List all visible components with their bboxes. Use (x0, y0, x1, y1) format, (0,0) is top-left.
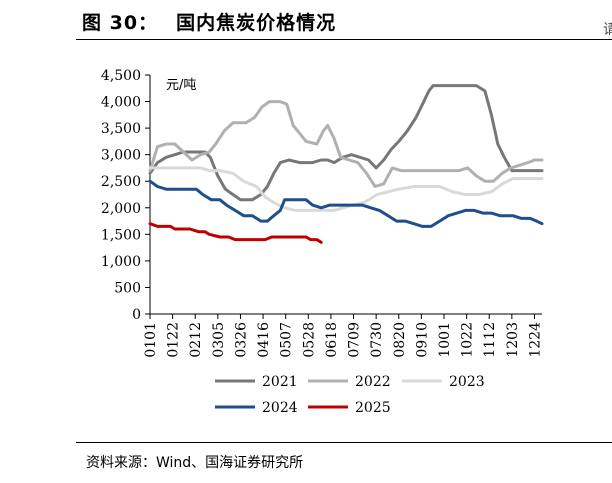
x-tick-label: 0730 (369, 322, 385, 358)
y-tick-label: 500 (114, 280, 141, 296)
y-tick-label: 2,000 (101, 201, 141, 217)
x-tick-label: 1001 (437, 322, 453, 358)
x-tick-label: 0416 (256, 322, 272, 358)
figure-title: 图 30： 国内焦炭价格情况 (82, 8, 336, 35)
y-tick-label: 1,000 (101, 254, 141, 270)
x-tick-label: 0326 (233, 322, 249, 358)
x-tick-label: 0212 (188, 322, 204, 358)
y-tick-label: 2,500 (101, 174, 141, 190)
legend-label-2022: 2022 (355, 374, 391, 390)
x-tick-label: 0122 (166, 322, 182, 358)
chart-axes: 0 500 1,000 1,500 2,000 2,500 3,000 3,500 4,000 4… (101, 68, 544, 358)
figure-title-text: 国内焦炭价格情况 (176, 12, 337, 34)
x-tick-label: 1112 (482, 322, 498, 358)
x-tick-label: 0528 (301, 322, 317, 358)
x-tick-label: 1022 (460, 322, 476, 358)
x-tick-label: 0820 (392, 322, 408, 358)
series-line-2024 (148, 179, 544, 228)
unit-label: 元/吨 (166, 78, 196, 93)
x-tick-label: 0709 (347, 322, 363, 358)
x-tick-label: 0305 (211, 322, 227, 358)
x-tick-label: 1203 (505, 322, 521, 358)
figure-label: 图 30： (82, 12, 159, 34)
clipped-edge-char-top: 请 (603, 22, 612, 38)
x-tick-label: 1224 (527, 322, 543, 358)
series-line-2022 (148, 100, 544, 188)
x-tick-label: 0101 (143, 322, 159, 358)
x-tick-label: 0618 (324, 322, 340, 358)
series-line-2023 (148, 166, 544, 212)
legend-label-2025: 2025 (355, 400, 391, 416)
series-line-2021 (148, 84, 544, 202)
title-divider (76, 39, 612, 40)
chart-legend: 2021 2022 2023 2024 2025 (215, 374, 485, 416)
chart-series (148, 84, 544, 244)
x-tick-label: 0507 (279, 322, 295, 358)
y-tick-label: 1,500 (101, 227, 141, 243)
footer-divider (76, 442, 612, 443)
y-tick-label: 3,500 (101, 121, 141, 137)
y-tick-label: 4,000 (101, 95, 141, 111)
x-tick-label: 0910 (414, 322, 430, 358)
series-line-2025 (148, 222, 323, 244)
y-tick-label: 3,000 (101, 148, 141, 164)
legend-label-2023: 2023 (449, 374, 485, 390)
figure-source: 资料来源：Wind、国海证券研究所 (86, 455, 304, 471)
legend-label-2021: 2021 (262, 374, 298, 390)
y-tick-label: 0 (132, 307, 141, 323)
legend-label-2024: 2024 (262, 400, 298, 416)
y-tick-label: 4,500 (101, 68, 141, 84)
